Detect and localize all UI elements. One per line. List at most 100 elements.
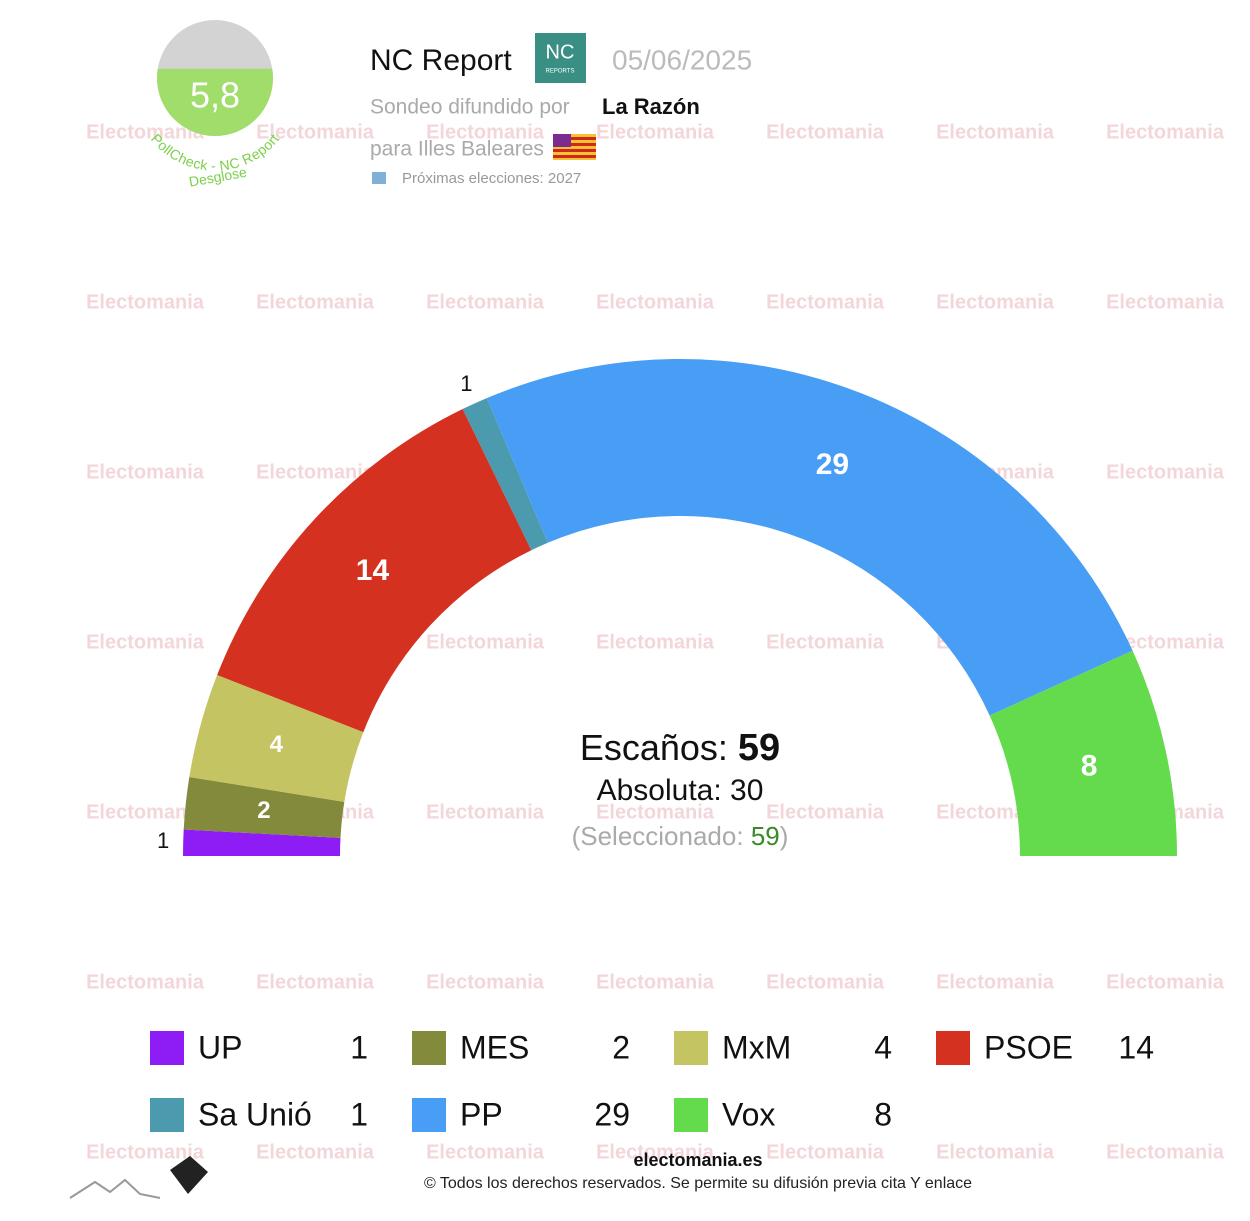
watermark: Electomania	[596, 121, 715, 143]
watermark: Electomania	[86, 801, 205, 823]
region: para Illes Baleares	[370, 138, 544, 161]
watermark: Electomania	[256, 121, 375, 143]
watermark: Electomania	[1106, 971, 1225, 993]
legend-name: PSOE	[984, 1029, 1073, 1065]
watermark: Electomania	[766, 631, 885, 653]
watermark: Electomania	[596, 971, 715, 993]
watermark: Electomania	[1106, 121, 1225, 143]
legend-value: 29	[594, 1096, 630, 1132]
seat-label: 29	[816, 448, 849, 481]
watermark: Electomania	[596, 1141, 715, 1163]
watermark: Electomania	[766, 121, 885, 143]
watermark: Electomania	[426, 121, 545, 143]
legend-swatch	[936, 1031, 970, 1065]
legend-swatch	[674, 1098, 708, 1132]
watermark: Electomania	[1106, 461, 1225, 483]
watermark: Electomania	[256, 291, 375, 313]
legend-name: Sa Unió	[198, 1096, 312, 1132]
seat-segment	[486, 359, 1133, 716]
site: electomania.es	[633, 1150, 762, 1170]
watermark: Electomania	[1106, 631, 1225, 653]
legend-name: Vox	[722, 1096, 775, 1132]
watermark: Electomania	[86, 461, 205, 483]
watermark: Electomania	[596, 801, 715, 823]
seat-segment	[217, 409, 532, 733]
legend-value: 8	[874, 1096, 892, 1132]
legend-swatch	[150, 1098, 184, 1132]
watermark: Electomania	[86, 971, 205, 993]
flag	[553, 134, 596, 160]
legend-swatch	[674, 1031, 708, 1065]
legend-name: PP	[460, 1096, 503, 1132]
seat-segment	[183, 776, 345, 838]
hemicycle: 1 2 4 14 1 29 8	[157, 359, 1177, 856]
watermark: Electomania	[596, 631, 715, 653]
footer-logo-line	[69, 1178, 161, 1199]
selected-value: 59	[751, 821, 780, 851]
legend-name: MES	[460, 1029, 529, 1065]
total: Escaños: 59	[580, 727, 780, 770]
watermark: Electomania	[766, 1141, 885, 1163]
selected-label: (Seleccionado:	[572, 821, 744, 851]
seat-label: 8	[1081, 749, 1098, 782]
watermark: Electomania	[86, 121, 205, 143]
watermark: Electomania	[936, 971, 1055, 993]
watermark: Electomania	[766, 971, 885, 993]
seat-label: 1	[157, 828, 169, 853]
watermark: Electomania	[766, 291, 885, 313]
watermark: Electomania	[936, 121, 1055, 143]
legend-name: UP	[198, 1029, 242, 1065]
seat-label: 14	[356, 554, 390, 587]
seat-segment	[989, 650, 1177, 856]
seat-label: 1	[460, 371, 472, 396]
watermark: Electomania	[596, 291, 715, 313]
rights: © Todos los derechos reservados. Se perm…	[424, 1175, 972, 1192]
watermark: Electomania	[1106, 291, 1225, 313]
watermark: Electomania	[1106, 1141, 1225, 1163]
watermark: Electomania	[86, 631, 205, 653]
watermark: Electomania	[426, 631, 545, 653]
total-value: 59	[738, 727, 780, 769]
legend-swatch	[412, 1031, 446, 1065]
logo-subtext: REPORTS	[546, 69, 575, 75]
watermark: Electomania	[256, 971, 375, 993]
legend-swatch	[412, 1098, 446, 1132]
next-election: Próximas elecciones: 2027	[402, 170, 581, 187]
watermark: Electomania	[426, 801, 545, 823]
score-label: 5,8	[190, 75, 240, 116]
seat-segment	[189, 675, 364, 802]
date: 05/06/2025	[612, 44, 752, 75]
majority-value: 30	[730, 774, 763, 807]
watermark: Electomania	[426, 291, 545, 313]
seat-label: 4	[270, 731, 284, 758]
legend-value: 2	[612, 1029, 630, 1065]
total-label: Escaños:	[580, 727, 728, 768]
watermark: Electomania	[256, 461, 375, 483]
watermark: Electomania	[936, 291, 1055, 313]
pollster-logo	[535, 33, 586, 83]
published-by-label: Sondeo difundido por	[370, 96, 570, 119]
legend-value: 1	[350, 1029, 368, 1065]
selected: (Seleccionado: 59)	[572, 821, 789, 851]
legend-value: 14	[1118, 1029, 1154, 1065]
published-by: La Razón	[602, 94, 700, 119]
pollster: NC Report	[370, 44, 512, 77]
watermark: Electomania	[936, 1141, 1055, 1163]
watermark: Electomania	[86, 1141, 205, 1163]
seat-segment	[183, 829, 341, 856]
legend: UP 1 MES 2 MxM 4 PSOE 14 Sa Unió 1 PP 29 Vox 8	[150, 1029, 1154, 1132]
footer-logo	[170, 1156, 208, 1194]
legend-name: MxM	[722, 1029, 791, 1065]
watermark: Electomania	[86, 291, 205, 313]
watermark: Electomania	[426, 1141, 545, 1163]
selected-close: )	[780, 821, 789, 851]
majority: Absoluta: 30	[597, 774, 764, 807]
legend-value: 4	[874, 1029, 892, 1065]
majority-label: Absoluta:	[597, 774, 722, 807]
watermark: Electomania	[256, 1141, 375, 1163]
watermark: Electomania	[766, 801, 885, 823]
ballot-icon	[372, 172, 386, 184]
legend-value: 1	[350, 1096, 368, 1132]
seat-segment	[462, 398, 548, 551]
